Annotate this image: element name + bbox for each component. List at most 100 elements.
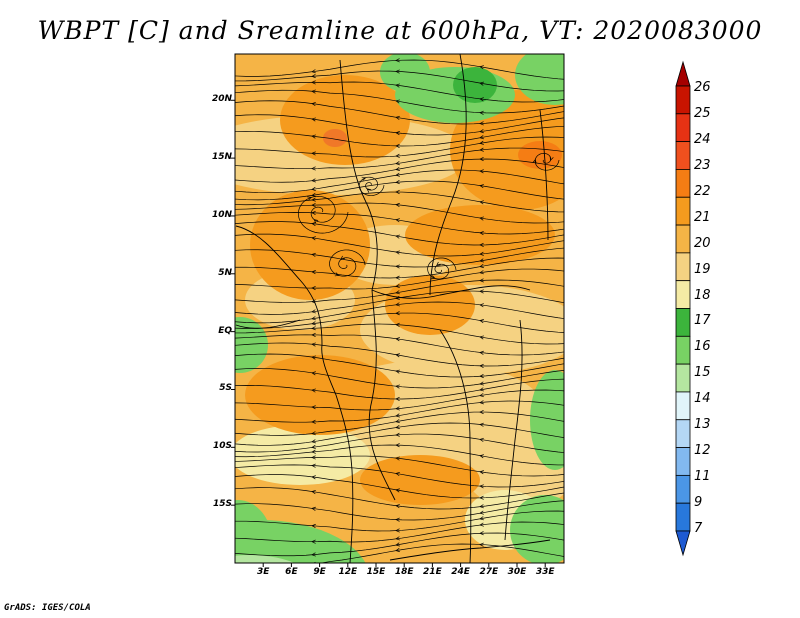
streamline-arrow: [479, 400, 484, 405]
streamline-arrow: [479, 303, 484, 308]
colorbar-swatch: [675, 169, 691, 198]
streamline-arrow: [311, 203, 316, 208]
streamline-arrow: [311, 186, 316, 191]
streamline-arrow: [395, 161, 400, 166]
streamline-arrow: [479, 251, 484, 256]
streamline-arrow: [395, 190, 400, 195]
streamline: [427, 257, 457, 280]
streamline-arrow: [395, 166, 400, 171]
streamline: [235, 158, 564, 183]
streamline-arrow: [479, 381, 484, 386]
streamline-arrow: [395, 290, 400, 295]
field-shading-region: [510, 495, 564, 563]
streamline-arrow: [479, 510, 484, 515]
streamline-arrow: [361, 176, 367, 181]
lat-label: 10S: [212, 441, 232, 452]
lat-label: 15S: [212, 499, 232, 510]
streamline: [298, 195, 349, 234]
streamline-arrow: [395, 396, 400, 402]
streamline-arrow: [479, 454, 484, 459]
streamline-arrow: [311, 197, 316, 202]
streamline-arrow: [479, 81, 484, 86]
streamline-arrow: [311, 89, 316, 94]
colorbar-swatch: [675, 447, 691, 476]
streamline: [235, 455, 564, 477]
field-shading-region: [245, 355, 395, 435]
streamline-arrow: [395, 143, 400, 148]
colorbar-label: 7: [694, 521, 703, 536]
country-border: [235, 225, 354, 563]
streamline-arrow: [311, 299, 316, 304]
streamline-arrow: [395, 384, 400, 389]
colorbar-label: 18: [694, 287, 711, 303]
streamline-arrow: [395, 172, 400, 177]
colorbar-swatch: [675, 113, 691, 143]
lat-label: 5N: [218, 267, 232, 278]
streamline-arrow: [311, 210, 316, 215]
streamline-arrow: [479, 216, 484, 221]
country-border: [371, 285, 531, 299]
streamline-arrow: [479, 97, 484, 102]
streamline-arrow: [479, 504, 484, 509]
streamline: [235, 411, 564, 436]
streamline-arrow: [311, 506, 316, 511]
streamline-arrow: [311, 270, 316, 275]
lon-label: 33E: [535, 567, 555, 577]
field-shading-region: [280, 75, 410, 165]
streamline-arrow: [311, 419, 316, 424]
streamline-arrow: [311, 371, 316, 376]
streamline-arrow: [479, 65, 484, 70]
streamline-arrow: [311, 552, 316, 557]
streamline-arrow: [311, 326, 316, 331]
colorbar-swatch: [675, 196, 691, 226]
streamline: [235, 521, 564, 543]
streamline: [235, 100, 564, 125]
colorbar-label: 24: [694, 131, 711, 147]
streamline-arrow: [311, 101, 316, 107]
streamline-arrow: [479, 184, 484, 189]
field-shading-region: [385, 275, 475, 335]
streamline: [235, 487, 564, 510]
colorbar-label: 26: [694, 80, 711, 95]
colorbar-label: 21: [694, 209, 711, 225]
streamline-arrow: [395, 131, 400, 136]
grads-credit: GrADS: IGES/COLA: [4, 603, 91, 613]
streamline: [235, 400, 564, 423]
lon-label: 6E: [285, 567, 298, 577]
streamline-arrow: [311, 151, 316, 156]
streamline-arrow: [395, 218, 400, 223]
colorbar-label: 11: [694, 469, 711, 485]
streamline-arrow: [395, 302, 400, 307]
streamline-arrow: [366, 188, 372, 193]
streamline: [235, 169, 564, 194]
colorbar-label: 16: [694, 339, 711, 355]
streamline-arrow: [479, 140, 484, 145]
streamline-arrow: [479, 121, 484, 126]
lon-label: 18E: [394, 567, 414, 577]
streamline-arrow: [311, 316, 316, 321]
field-shading-region: [515, 54, 564, 105]
streamline-arrow: [479, 169, 484, 174]
streamline-arrow: [311, 444, 316, 449]
streamline: [235, 444, 564, 466]
streamline-arrow: [395, 488, 400, 493]
streamline-arrow: [395, 99, 400, 104]
streamline: [534, 153, 560, 171]
colorbar-swatch: [675, 474, 691, 504]
streamline-arrow: [479, 335, 484, 340]
field-shading-region: [235, 500, 273, 563]
streamline: [235, 180, 564, 201]
map-frame: [234, 53, 565, 564]
streamline: [235, 59, 564, 80]
colorbar-swatch: [675, 224, 691, 254]
streamline-arrow: [340, 255, 345, 261]
streamline-arrow: [311, 69, 316, 74]
colorbar-bottom-triangle: [675, 530, 691, 557]
streamline-arrow: [479, 470, 484, 475]
streamline-arrow: [395, 69, 400, 74]
streamline-arrow: [479, 135, 484, 140]
streamline-arrow: [311, 539, 316, 544]
field-shading-region: [405, 205, 555, 265]
streamline: [235, 378, 564, 400]
streamline-arrow: [395, 542, 400, 547]
